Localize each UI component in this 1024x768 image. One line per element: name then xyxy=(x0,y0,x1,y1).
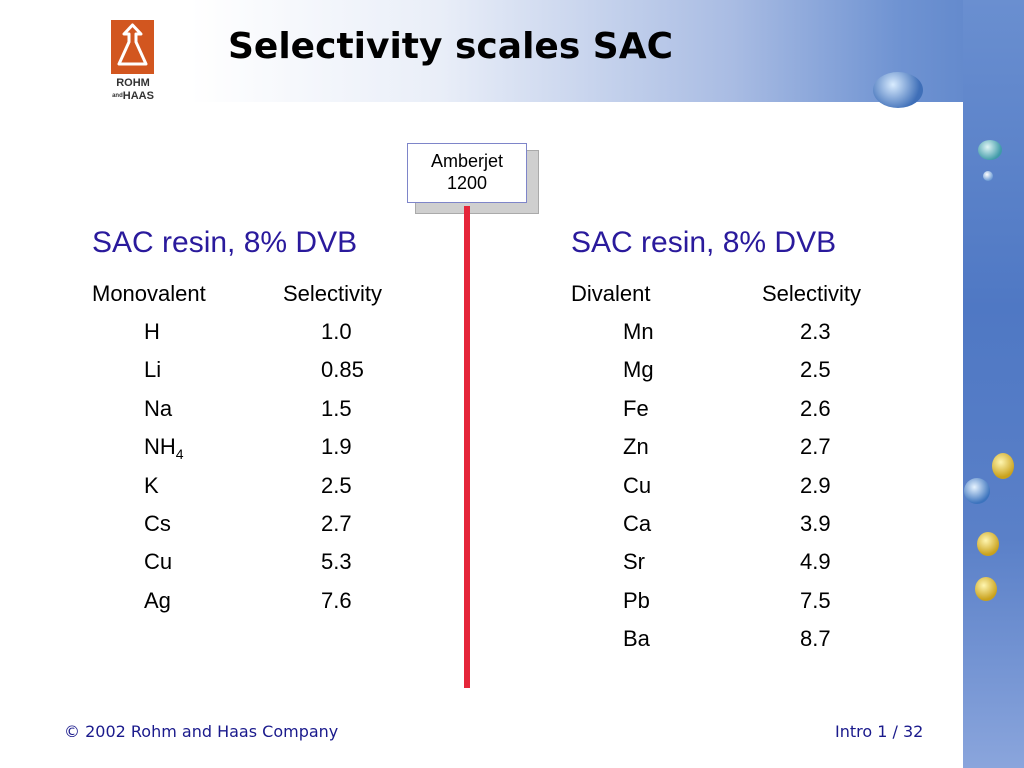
callout-line2: 1200 xyxy=(446,173,488,193)
right-col1-header: Divalent xyxy=(571,281,651,306)
left-ion-cell: NH4 xyxy=(144,434,184,462)
left-ion-symbol: H xyxy=(144,319,160,344)
logo-word-rohm: ROHM xyxy=(116,77,150,89)
left-table-heading: SAC resin, 8% DVB xyxy=(92,226,358,259)
slide-title: Selectivity scales SAC xyxy=(228,26,673,67)
right-ion-symbol: Mn xyxy=(623,319,654,344)
bubble-decoration xyxy=(964,478,990,504)
right-ion-cell: Mg xyxy=(623,357,654,383)
logo-word-haas-text: HAAS xyxy=(122,90,154,102)
right-selectivity-value: 3.9 xyxy=(800,511,831,536)
left-ion-symbol: Cu xyxy=(144,549,173,575)
left-selectivity-value: 5.3 xyxy=(321,549,352,575)
right-selectivity-value: 8.7 xyxy=(800,626,831,652)
right-ion-symbol: Cu xyxy=(623,472,652,498)
right-ion-symbol: Mg xyxy=(623,357,654,383)
right-selectivity-value: 2.9 xyxy=(800,472,831,498)
right-ion-symbol: Ba xyxy=(623,626,650,652)
right-selectivity-value: 2.5 xyxy=(800,357,831,383)
left-ion-cell: Cu xyxy=(144,549,172,575)
left-col2-header: Selectivity xyxy=(283,281,383,306)
right-selectivity-value: 4.9 xyxy=(800,549,831,575)
bubble-decoration xyxy=(978,140,1002,160)
right-ion-symbol: Pb xyxy=(623,587,650,613)
left-ion-symbol: Cs xyxy=(144,511,171,536)
left-ion-symbol: Na xyxy=(144,395,173,421)
bubble-decoration xyxy=(975,577,997,601)
bubble-decoration xyxy=(977,532,999,556)
left-selectivity-value: 1.5 xyxy=(321,395,352,421)
right-ion-cell: Ca xyxy=(623,511,651,537)
right-ion-cell: Ba xyxy=(623,626,650,652)
left-ion-symbol: Li xyxy=(144,357,162,383)
left-ion-symbol: K xyxy=(144,472,159,498)
callout-line1: Amberjet xyxy=(430,151,504,171)
side-background xyxy=(963,0,1024,768)
bubble-decoration xyxy=(983,171,993,181)
logo-word-haas: andHAAS xyxy=(108,91,158,102)
footer-copyright: © 2002 Rohm and Haas Company xyxy=(64,722,339,741)
left-ion-symbol: NH xyxy=(144,434,176,460)
bubble-decoration xyxy=(992,453,1014,479)
right-col2-header: Selectivity xyxy=(762,281,862,306)
right-ion-cell: Cu xyxy=(623,473,651,499)
left-ion-cell: Ag xyxy=(144,588,171,614)
right-ion-cell: Fe xyxy=(623,396,649,422)
logo-word-and: and xyxy=(112,93,123,99)
bubble-decoration xyxy=(873,72,923,108)
left-ion-cell: H xyxy=(144,319,160,345)
left-selectivity-value: 1.0 xyxy=(321,319,352,344)
left-col1-header: Monovalent xyxy=(92,281,206,306)
left-selectivity-value: 1.9 xyxy=(321,434,352,460)
left-ion-symbol: Ag xyxy=(144,587,171,613)
right-ion-cell: Zn xyxy=(623,434,649,460)
right-ion-cell: Pb xyxy=(623,588,650,614)
right-ion-symbol: Fe xyxy=(623,395,649,421)
flask-logo-icon xyxy=(111,20,154,74)
left-selectivity-value: 2.7 xyxy=(321,511,352,536)
footer-page-number: Intro 1 / 32 xyxy=(835,722,924,741)
left-ion-cell: K xyxy=(144,473,159,499)
left-selectivity-value: 2.5 xyxy=(321,472,352,498)
right-ion-symbol: Sr xyxy=(623,549,645,575)
right-selectivity-value: 7.5 xyxy=(800,587,831,613)
left-ion-cell: Cs xyxy=(144,511,171,537)
right-selectivity-value: 2.3 xyxy=(800,319,831,344)
right-ion-cell: Mn xyxy=(623,319,654,345)
left-selectivity-value: 0.85 xyxy=(321,357,364,383)
column-divider xyxy=(464,206,470,688)
left-selectivity-value: 7.6 xyxy=(321,587,352,613)
rohm-haas-logo: ROHM andHAAS xyxy=(108,20,156,104)
left-ion-cell: Na xyxy=(144,396,172,422)
left-ion-subscript: 4 xyxy=(175,446,184,463)
amberjet-callout: Amberjet 1200 xyxy=(407,143,527,203)
right-ion-symbol: Ca xyxy=(623,511,652,536)
right-selectivity-value: 2.6 xyxy=(800,395,831,421)
right-ion-symbol: Zn xyxy=(623,434,649,460)
right-table-heading: SAC resin, 8% DVB xyxy=(571,226,837,259)
right-ion-cell: Sr xyxy=(623,549,645,575)
right-selectivity-value: 2.7 xyxy=(800,434,831,460)
left-ion-cell: Li xyxy=(144,357,161,383)
